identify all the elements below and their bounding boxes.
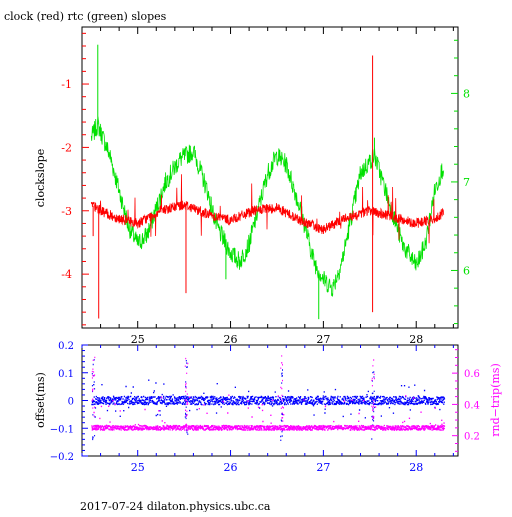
top-right-y-tick-label: 8 (463, 87, 470, 100)
bottom-right-y-tick-label: 0.2 (464, 432, 480, 443)
top-x-tick-label: 26 (224, 333, 238, 346)
top-left-y-tick-label: -4 (61, 268, 72, 281)
roundtrip-series-group (91, 355, 446, 431)
top-left-y-tick-label: -3 (61, 205, 72, 218)
clock-series-line (90, 174, 445, 244)
roundtrip-points (91, 355, 446, 431)
bottom-x-tick-label: 25 (131, 461, 145, 474)
bottom-left-y-axis-label: offset(ms) (34, 372, 47, 428)
top-left-y-tick-label: -2 (61, 141, 72, 154)
bottom-panel: 25 26 27 28 0.2 0.1 0 −0.1 −0.2 0.6 0.4 0.2 offset(… (34, 341, 502, 474)
bottom-left-y-tick-label: −0.2 (50, 452, 74, 463)
bottom-right-y-tick-label: 0.6 (464, 369, 480, 380)
top-panel: 25 26 27 28 -1 -2 -3 -4 8 7 6 clockslope (34, 26, 470, 346)
top-axes: 25 26 27 28 -1 -2 -3 -4 8 7 6 (61, 27, 470, 346)
top-x-tick-label: 27 (316, 333, 330, 346)
bottom-x-tick-label: 27 (316, 461, 330, 474)
top-x-tick-label: 28 (409, 333, 423, 346)
bottom-left-y-tick-label: 0.1 (58, 369, 74, 380)
bottom-left-y-tick-label: 0 (68, 397, 74, 408)
footer-text: 2017-07-24 dilaton.physics.ubc.ca (80, 500, 271, 512)
bottom-right-y-tick-label: 0.4 (464, 400, 480, 411)
bottom-right-y-axis-label: rnd−trip(ms) (489, 363, 502, 437)
bottom-x-tick-label: 28 (409, 461, 423, 474)
offset-series-group (91, 359, 446, 441)
rtc-series-line (90, 116, 445, 297)
bottom-left-y-tick-label: −0.1 (50, 424, 74, 435)
clock-series-group (90, 55, 445, 319)
top-left-y-tick-label: -1 (61, 78, 72, 91)
chart-title: clock (red) rtc (green) slopes (4, 10, 167, 23)
bottom-x-tick-label: 26 (224, 461, 238, 474)
top-right-y-tick-label: 6 (463, 264, 470, 277)
offset-points (91, 359, 446, 441)
top-y-axis-label: clockslope (34, 149, 47, 207)
rtc-series-group (90, 44, 445, 320)
top-right-y-tick-label: 7 (463, 176, 470, 189)
top-panel-frame (81, 26, 459, 329)
top-x-tick-label: 25 (131, 333, 145, 346)
bottom-axes: 25 26 27 28 0.2 0.1 0 −0.1 −0.2 0.6 0.4 0.2 (50, 341, 480, 474)
bottom-left-y-tick-label: 0.2 (58, 341, 74, 352)
